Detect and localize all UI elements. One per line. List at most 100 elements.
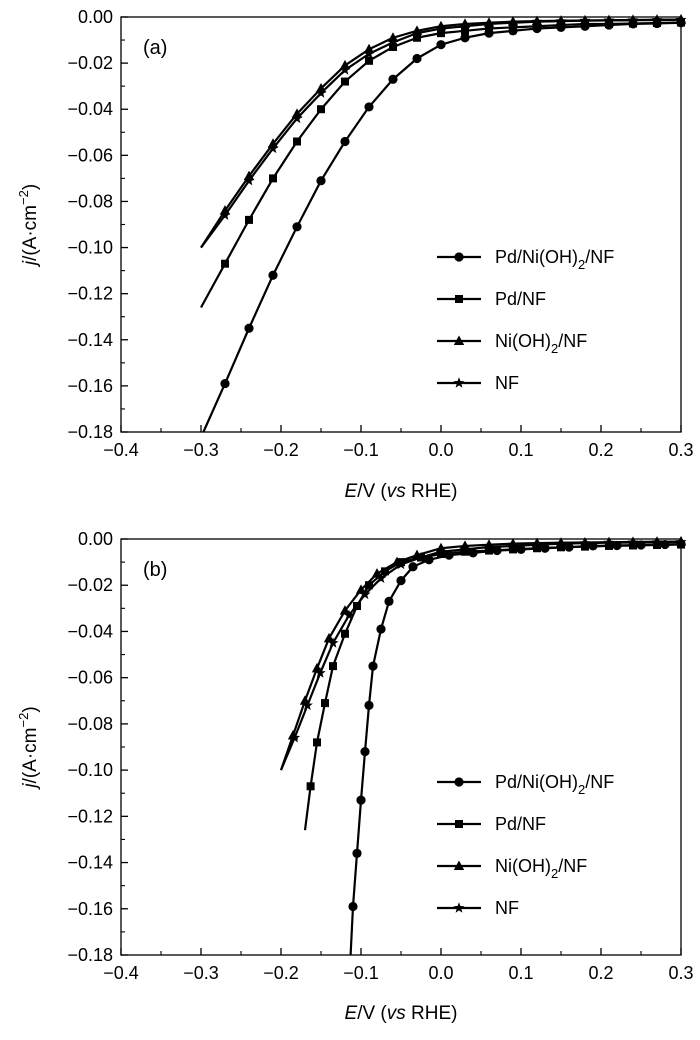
data-point — [396, 576, 406, 586]
y-tick-label: −0.10 — [67, 238, 113, 258]
data-point — [220, 378, 230, 389]
legend-label: Pd/NF — [495, 289, 546, 309]
x-tick-label: 0.2 — [588, 963, 613, 983]
data-point — [289, 731, 301, 743]
data-point — [627, 14, 639, 25]
data-point — [381, 567, 389, 576]
legend-item: Pd/NF — [437, 814, 546, 834]
series-star — [200, 13, 687, 249]
data-point — [329, 662, 337, 671]
data-point — [292, 222, 302, 232]
data-point — [555, 537, 567, 549]
plot-frame — [120, 16, 682, 433]
data-point — [368, 661, 378, 671]
data-point — [579, 537, 591, 548]
data-point — [389, 42, 397, 51]
x-tick-label: −0.2 — [263, 963, 299, 983]
legend-label: Ni(OH)2/NF — [495, 331, 587, 356]
data-point — [341, 77, 349, 86]
legend-label: Pd/NF — [495, 814, 546, 834]
x-tick-label: −0.3 — [183, 963, 219, 983]
data-point — [384, 596, 394, 607]
series-triangle — [279, 536, 687, 771]
y-tick-label: −0.16 — [67, 376, 113, 396]
x-tick-label: 0.3 — [668, 963, 693, 983]
data-point — [507, 540, 519, 551]
legend-item: Pd/Ni(OH)2/NF — [437, 247, 614, 272]
x-tick-label: −0.3 — [183, 440, 219, 460]
data-point — [219, 209, 231, 220]
data-point — [483, 18, 495, 29]
data-point — [267, 142, 279, 154]
x-tick-label: −0.1 — [343, 440, 379, 460]
data-point — [348, 901, 358, 912]
legend-marker — [454, 777, 464, 787]
data-point — [533, 544, 541, 553]
legend-item: NF — [437, 898, 519, 918]
legend-marker — [455, 295, 463, 303]
data-point — [340, 136, 350, 147]
data-point — [356, 795, 366, 805]
legend-marker — [453, 335, 465, 345]
y-tick-label: −0.06 — [67, 145, 113, 165]
data-point — [436, 40, 446, 50]
data-point — [291, 112, 303, 124]
data-point — [435, 22, 447, 34]
legend-item: Ni(OH)2/NF — [437, 331, 587, 356]
data-point — [411, 27, 423, 38]
series-circle — [348, 539, 686, 956]
x-tick-label: 0.3 — [668, 440, 693, 460]
legend-marker — [455, 820, 463, 828]
data-point — [509, 545, 517, 554]
x-tick-label: 0.0 — [428, 440, 453, 460]
data-point — [557, 21, 565, 30]
data-point — [437, 29, 445, 38]
legend-marker — [453, 860, 465, 870]
series-line — [200, 18, 682, 249]
chart-panel-a: −0.4 −0.3 −0.2 −0.1 0.0 0.1 0.2 0.3 0.00 −0.02 −0.… — [16, 7, 694, 502]
data-point — [269, 174, 277, 183]
x-tick-label: 0.2 — [588, 440, 613, 460]
panel-label: (a) — [143, 37, 167, 59]
data-point — [343, 609, 355, 620]
data-point — [459, 20, 471, 31]
data-point — [360, 747, 370, 757]
data-point — [651, 536, 663, 547]
legend-label: Pd/Ni(OH)2/NF — [495, 247, 614, 272]
series-line — [279, 540, 682, 771]
data-point — [315, 87, 327, 98]
data-point — [314, 667, 326, 678]
data-point — [627, 536, 639, 548]
data-point — [459, 543, 471, 555]
data-point — [365, 581, 373, 590]
y-axis-title: j/(A·cm−2) — [16, 184, 41, 268]
data-point — [364, 102, 374, 112]
data-point — [339, 605, 351, 615]
data-point — [363, 48, 375, 59]
y-tick-label: −0.06 — [67, 668, 113, 688]
data-point — [221, 259, 229, 268]
series-star — [279, 536, 687, 771]
data-point — [355, 584, 367, 594]
chart-panel-b: −0.4 −0.3 −0.2 −0.1 0.0 0.1 0.2 0.3 0.00 −0.02 −0.… — [16, 529, 694, 1024]
data-point — [244, 323, 254, 333]
legend-marker — [453, 377, 465, 388]
y-tick-label: −0.04 — [67, 99, 113, 119]
series-line — [303, 543, 682, 831]
data-point — [531, 15, 543, 27]
data-point — [395, 558, 407, 570]
data-point — [387, 36, 399, 48]
data-point — [412, 53, 422, 64]
data-point — [603, 536, 615, 548]
y-tick-label: −0.14 — [67, 853, 113, 873]
series-circle — [202, 18, 686, 433]
data-point — [245, 215, 253, 224]
data-point — [483, 541, 495, 552]
x-axis-title: E/V (vs RHE) — [345, 1003, 458, 1024]
x-tick-label: −0.2 — [263, 440, 299, 460]
legend-label: Ni(OH)2/NF — [495, 856, 587, 881]
data-point — [531, 538, 543, 550]
y-tick-label: −0.16 — [67, 899, 113, 919]
legend-marker — [454, 252, 464, 262]
data-point — [313, 738, 321, 747]
